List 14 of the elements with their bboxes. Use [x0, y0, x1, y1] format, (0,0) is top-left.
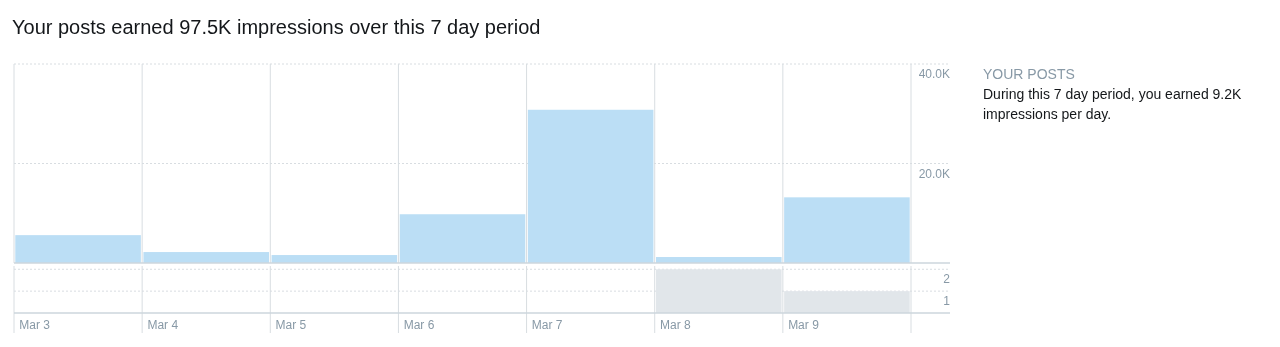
text: YOUR POSTS [983, 66, 1075, 82]
x-tick-label: Mar 9 [788, 318, 820, 332]
chart-title: Your posts earned 97.5K impressions over this 7 day period [12, 16, 541, 38]
y-tick-label: 2 [943, 272, 951, 287]
x-tick-label: Mar 6 [403, 318, 435, 332]
x-tick-label: Mar 8 [660, 318, 691, 332]
y-tick-label: 40.0K [918, 67, 950, 81]
y-tick-label: 1 [943, 294, 951, 309]
x-tick-label: Mar 5 [275, 318, 307, 332]
x-tick-label: Mar 7 [531, 318, 563, 332]
text: During this 7 day period, you earned 9.2K impressions per day. [983, 86, 1243, 122]
x-tick-label: Mar 3 [19, 318, 51, 332]
x-tick-label: Mar 4 [147, 318, 179, 332]
y-tick-label: 20.0K [918, 166, 950, 181]
